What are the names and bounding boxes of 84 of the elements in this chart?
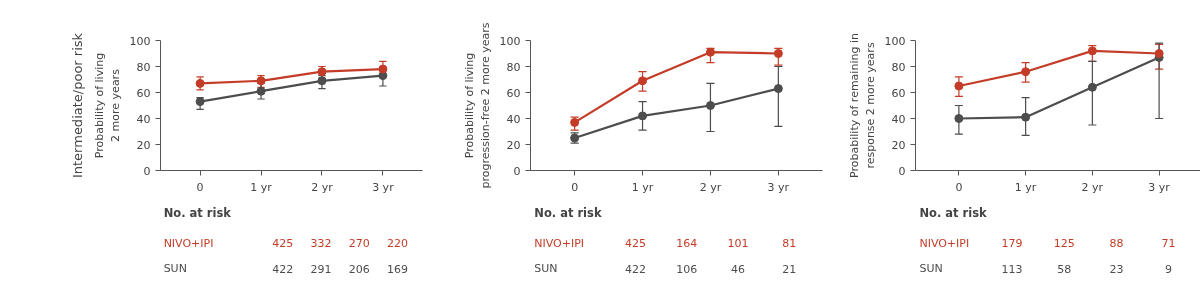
y-tick-label: 20 — [506, 138, 521, 152]
point — [256, 86, 266, 96]
y-tick-label: 0 — [143, 164, 151, 178]
text: 71 — [1161, 237, 1176, 251]
x-tick-label: 0 — [571, 180, 579, 194]
text: No. at risk — [163, 206, 232, 221]
text: 21 — [782, 262, 797, 276]
y-tick-label: 60 — [506, 86, 521, 100]
y-tick-label: 40 — [891, 112, 906, 126]
point — [378, 64, 388, 74]
point — [638, 111, 648, 121]
y-tick-label: 80 — [891, 60, 906, 74]
text: SUN — [919, 262, 943, 276]
text: 425 — [272, 237, 294, 251]
text: 9 — [1165, 262, 1173, 276]
point — [1021, 67, 1031, 77]
point — [705, 47, 715, 57]
text: SUN — [534, 262, 558, 276]
y-tick-label: 20 — [136, 138, 151, 152]
text: 46 — [730, 262, 745, 276]
y-axis-title: Probability of living progression-free 2 more years — [462, 22, 492, 189]
text: NIVO+IPI — [534, 236, 585, 250]
x-tick-label: 3 yr — [1148, 180, 1171, 194]
text: 270 — [348, 237, 370, 251]
x-tick-label: 2 yr — [311, 180, 334, 194]
text: Intermediate/poor risk — [69, 32, 85, 179]
text: NIVO+IPI — [919, 236, 970, 250]
x-tick-label: 0 — [196, 180, 204, 194]
point — [1087, 82, 1097, 92]
point — [1154, 49, 1164, 58]
text: 422 — [272, 262, 294, 276]
text: 179 — [1001, 237, 1023, 251]
y-tick-label: 100 — [499, 34, 521, 48]
x-tick-label: 1 yr — [631, 180, 654, 194]
text: No. at risk — [534, 206, 602, 221]
y-tick-label: 60 — [136, 86, 151, 100]
point — [1021, 112, 1031, 122]
x-tick-label: 3 yr — [767, 180, 790, 194]
text: 291 — [310, 262, 332, 276]
y-tick-label: 40 — [506, 112, 521, 126]
x-tick-label: 1 yr — [1014, 180, 1037, 194]
y-tick-label: 60 — [891, 86, 906, 100]
y-axis-title: Probability of remaining in response 2 more years — [847, 33, 877, 178]
point — [638, 76, 648, 86]
text: 422 — [624, 262, 646, 276]
x-tick-label: 2 yr — [699, 180, 722, 194]
point — [954, 81, 964, 91]
y-tick-label: 100 — [884, 34, 906, 48]
text: 101 — [727, 237, 749, 251]
text: 206 — [348, 262, 370, 276]
point — [773, 49, 783, 58]
text: 332 — [310, 237, 332, 251]
point — [317, 76, 327, 86]
y-tick-label: 80 — [136, 60, 151, 74]
point — [705, 101, 715, 110]
text: 81 — [782, 237, 797, 251]
point — [1087, 46, 1097, 56]
y-tick-label: 80 — [506, 60, 521, 74]
point — [773, 84, 783, 94]
text: 113 — [1001, 262, 1023, 276]
text: 125 — [1053, 237, 1075, 251]
x-tick-label: 0 — [955, 180, 963, 194]
y-tick-label: 100 — [129, 34, 151, 48]
text: 106 — [676, 262, 698, 276]
text: 220 — [387, 237, 409, 251]
text: 23 — [1109, 262, 1124, 276]
text: No. at risk — [919, 206, 988, 221]
text: SUN — [163, 262, 187, 276]
x-tick-label: 1 yr — [250, 180, 273, 194]
text: 88 — [1109, 237, 1124, 251]
text: 169 — [387, 262, 409, 276]
y-tick-label: 20 — [891, 138, 906, 152]
y-tick-label: 40 — [136, 112, 151, 126]
x-tick-label: 3 yr — [372, 180, 395, 194]
text: 425 — [624, 237, 646, 251]
x-tick-label: 2 yr — [1081, 180, 1104, 194]
y-axis-title: Probability of living 2 more years — [92, 52, 122, 159]
text: 164 — [676, 237, 698, 251]
text: NIVO+IPI — [163, 236, 214, 250]
y-tick-label: 0 — [898, 164, 906, 178]
point — [570, 117, 580, 127]
text: 58 — [1057, 262, 1072, 276]
point — [954, 114, 964, 123]
y-tick-label: 0 — [513, 164, 521, 178]
